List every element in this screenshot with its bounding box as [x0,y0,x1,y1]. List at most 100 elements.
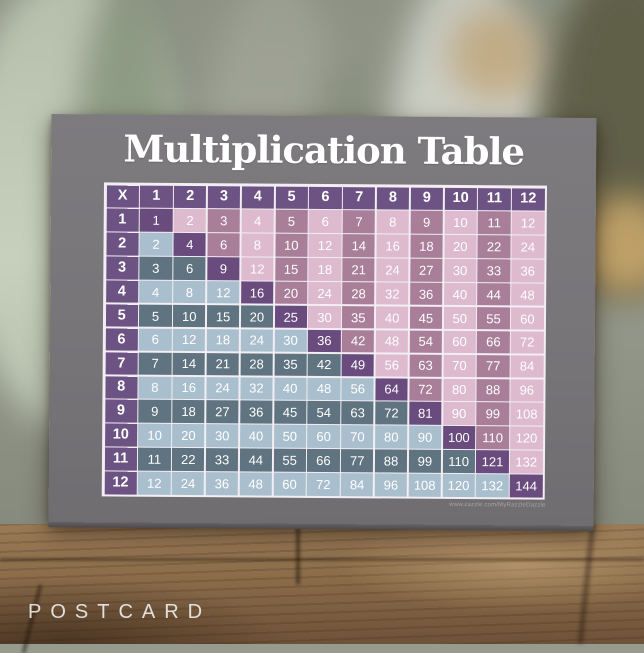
table-cell: 6 [173,257,206,280]
table-cell: 20 [172,424,205,447]
table-cell: 30 [274,329,307,353]
table-cell: 54 [409,330,442,354]
table-cell: 50 [443,306,476,330]
wood-plank-seam [0,558,644,561]
table-cell: 88 [476,378,510,402]
column-header-cell: 6 [309,186,342,210]
postcard-product-label: POSTCARD [28,601,212,623]
table-cell: 20 [240,305,274,328]
table-cell: 55 [273,448,306,472]
table-cell: 1 [139,209,173,232]
table-cell: 63 [409,354,442,377]
table-cell: 100 [442,426,476,449]
table-cell: 24 [240,329,273,352]
table-cell: 20 [444,235,477,258]
table-cell: 99 [408,449,442,473]
table-cell: 18 [206,328,240,352]
table-cell: 8 [138,376,172,399]
table-cell: 144 [509,474,543,498]
table-cell: 4 [241,209,274,233]
table-cell: 7 [138,352,172,375]
column-header-cell: 8 [376,186,410,210]
table-cell: 110 [476,426,509,450]
table-cell: 27 [206,400,239,424]
corner-cell: X [106,184,139,208]
table-cell: 4 [139,280,172,304]
table-cell: 11 [138,447,171,471]
table-cell: 3 [139,256,173,280]
table-cell: 24 [171,472,205,495]
table-cell: 40 [239,424,273,448]
table-cell: 24 [308,281,341,305]
table-cell: 8 [376,210,410,234]
table-cell: 11 [478,211,511,235]
table-cell: 36 [511,259,544,283]
table-cell: 12 [241,257,274,281]
row-header-cell: 11 [104,447,137,471]
table-cell: 63 [341,401,374,425]
table-cell: 40 [443,282,477,306]
table-cell: 10 [173,304,206,328]
table-cell: 88 [374,449,408,473]
table-cell: 48 [511,283,544,306]
table-cell: 12 [207,281,240,304]
row-header-cell: 2 [105,232,139,256]
card-title: Multiplication Table [123,126,525,174]
row-header-cell: 1 [106,208,139,232]
column-header-cell: 7 [342,186,376,210]
table-cell: 50 [273,424,307,448]
table-cell: 24 [511,235,545,259]
table-cell: 18 [172,400,205,423]
table-cell: 48 [239,472,272,496]
table-cell: 72 [307,473,340,496]
table-cell: 81 [409,402,442,425]
table-cell: 8 [241,233,274,257]
table-cell: 28 [240,353,273,376]
table-cell: 12 [138,471,171,495]
table-cell: 22 [172,448,205,471]
table-cell: 9 [138,400,172,423]
table-cell: 24 [206,376,239,400]
postcard: Multiplication Table X 1 2 3 4 5 6 7 8 9 10 11 12 1 1 2… [48,114,597,526]
table-cell: 9 [207,257,240,280]
table-cell: 8 [173,280,206,304]
column-header-cell: 5 [275,186,308,209]
column-header-cell: 3 [207,185,241,209]
table-cell: 15 [274,257,308,281]
table-cell: 72 [409,378,442,401]
table-cell: 36 [409,282,443,306]
table-cell: 120 [510,426,543,450]
table-cell: 77 [341,449,374,472]
table-cell: 70 [443,354,476,378]
column-header-cell: 10 [444,187,477,211]
table-cell: 9 [410,211,443,234]
row-header-cell: 12 [104,471,137,495]
table-cell: 32 [376,282,409,306]
column-header-cell: 12 [511,187,545,211]
table-cell: 32 [240,376,273,400]
table-cell: 16 [172,376,206,400]
table-cell: 2 [139,232,173,256]
table-cell: 15 [206,305,240,328]
table-cell: 30 [308,305,341,329]
table-cell: 44 [239,448,273,472]
table-cell: 120 [442,473,475,497]
table-cell: 3 [207,209,241,233]
table-cell: 36 [308,329,341,353]
table-cell: 77 [476,354,510,378]
table-cell: 16 [376,234,409,258]
table-cell: 5 [275,210,308,233]
column-header-cell: 1 [140,185,173,208]
table-cell: 108 [408,473,441,497]
table-cell: 96 [374,473,408,497]
table-cell: 12 [172,328,206,352]
table-cell: 33 [477,259,511,282]
row-header-cell: 3 [105,256,139,280]
table-cell: 7 [342,210,376,234]
multiplication-table: X 1 2 3 4 5 6 7 8 9 10 11 12 1 1 2 3 4 5 6 7 8 9 10 11 12 2 2 4 6 8 10 1… [101,182,547,500]
table-cell: 21 [342,258,375,281]
table-cell: 30 [205,424,239,448]
table-cell: 55 [477,307,510,330]
table-cell: 6 [207,233,240,257]
table-cell: 66 [307,449,340,472]
